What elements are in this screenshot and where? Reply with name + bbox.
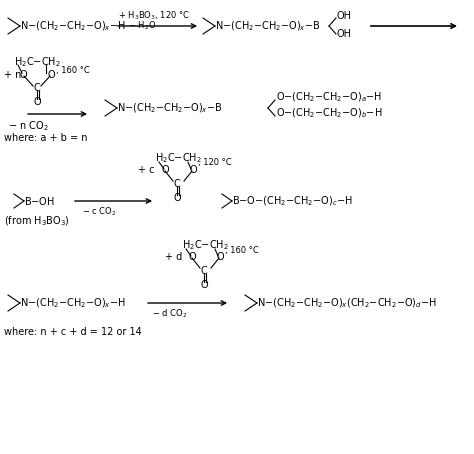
Text: N$-$(CH$_2$$-$CH$_2$$-$O)$_x$$-$H: N$-$(CH$_2$$-$CH$_2$$-$O)$_x$$-$H <box>20 296 126 310</box>
Text: + d: + d <box>165 252 182 262</box>
Text: O: O <box>217 252 225 262</box>
Text: H$_2$C$-$CH$_2$: H$_2$C$-$CH$_2$ <box>14 55 61 69</box>
Text: + c: + c <box>138 165 155 175</box>
Text: , 160 °C: , 160 °C <box>56 65 90 74</box>
Text: N$-$(CH$_2$$-$CH$_2$$-$O)$_x$$-$B: N$-$(CH$_2$$-$CH$_2$$-$O)$_x$$-$B <box>215 19 320 33</box>
Text: + n: + n <box>4 70 21 80</box>
Text: H$_2$C$-$CH$_2$: H$_2$C$-$CH$_2$ <box>182 238 229 252</box>
Text: O: O <box>48 70 55 80</box>
Text: $-$ c CO$_2$: $-$ c CO$_2$ <box>82 206 117 218</box>
Text: O: O <box>20 70 27 80</box>
Text: O: O <box>190 165 198 175</box>
Text: C: C <box>34 83 41 93</box>
Text: O: O <box>162 165 170 175</box>
Text: N$-$(CH$_2$$-$CH$_2$$-$O)$_x$$-$H: N$-$(CH$_2$$-$CH$_2$$-$O)$_x$$-$H <box>20 19 126 33</box>
Text: H$_2$C$-$CH$_2$: H$_2$C$-$CH$_2$ <box>155 151 202 165</box>
Text: C: C <box>201 266 208 276</box>
Text: N$-$(CH$_2$$-$CH$_2$$-$O)$_x$(CH$_2$$-$CH$_2$$-$O)$_d$$-$H: N$-$(CH$_2$$-$CH$_2$$-$O)$_x$(CH$_2$$-$C… <box>257 296 437 310</box>
Text: OH: OH <box>337 29 352 39</box>
Text: , 120 °C: , 120 °C <box>198 158 232 168</box>
Text: OH: OH <box>337 11 352 21</box>
Text: $-$ H$_2$O: $-$ H$_2$O <box>128 20 156 32</box>
Text: O: O <box>189 252 197 262</box>
Text: where: a + b = n: where: a + b = n <box>4 133 88 143</box>
Text: O: O <box>34 97 42 107</box>
Text: O: O <box>201 280 209 290</box>
Text: O$-$(CH$_2$$-$CH$_2$$-$O)$_b$$-$H: O$-$(CH$_2$$-$CH$_2$$-$O)$_b$$-$H <box>276 106 383 120</box>
Text: B$-$O$-$(CH$_2$$-$CH$_2$$-$O)$_c$$-$H: B$-$O$-$(CH$_2$$-$CH$_2$$-$O)$_c$$-$H <box>232 194 353 208</box>
Text: $-$ n CO$_2$: $-$ n CO$_2$ <box>8 119 49 133</box>
Text: B$-$OH: B$-$OH <box>24 195 55 207</box>
Text: (from H$_3$BO$_3$): (from H$_3$BO$_3$) <box>4 214 70 228</box>
Text: O: O <box>174 193 182 203</box>
Text: N$-$(CH$_2$$-$CH$_2$$-$O)$_x$$-$B: N$-$(CH$_2$$-$CH$_2$$-$O)$_x$$-$B <box>117 101 222 115</box>
Text: + H$_3$BO$_3$, 120 °C: + H$_3$BO$_3$, 120 °C <box>118 10 190 22</box>
Text: where: n + c + d = 12 or 14: where: n + c + d = 12 or 14 <box>4 327 142 337</box>
Text: , 160 °C: , 160 °C <box>225 246 259 255</box>
Text: C: C <box>174 179 181 189</box>
Text: $-$ d CO$_2$: $-$ d CO$_2$ <box>152 308 187 320</box>
Text: O$-$(CH$_2$$-$CH$_2$$-$O)$_a$$-$H: O$-$(CH$_2$$-$CH$_2$$-$O)$_a$$-$H <box>276 90 383 104</box>
